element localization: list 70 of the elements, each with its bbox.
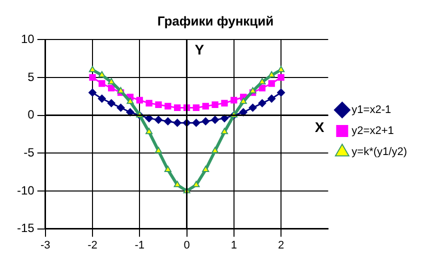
point: [174, 180, 181, 188]
point: [249, 87, 256, 94]
point: [98, 71, 106, 78]
point: [174, 104, 181, 112]
point: [192, 118, 200, 127]
point: [248, 104, 257, 112]
point: [117, 87, 124, 94]
point: [107, 99, 116, 108]
point: [164, 166, 172, 172]
point: [221, 100, 228, 106]
y-tick-label: -15: [17, 221, 35, 236]
point: [192, 180, 200, 188]
point: [192, 104, 200, 112]
y-tick-label: 0: [28, 108, 35, 122]
point: [258, 84, 266, 92]
x-tick-label: 2: [278, 239, 284, 252]
point: [164, 117, 172, 126]
point: [278, 66, 285, 72]
y-tick-label: -10: [17, 183, 35, 198]
point: [98, 94, 106, 103]
point: [136, 96, 143, 104]
y-axis-title: Y: [194, 41, 205, 58]
point: [277, 88, 286, 97]
point: [146, 100, 152, 106]
point: [116, 104, 125, 112]
x-tick-label: -1: [134, 239, 145, 252]
x-tick-label: 1: [230, 239, 237, 252]
point: [154, 116, 162, 124]
point: [146, 128, 153, 134]
point: [88, 66, 96, 72]
point: [268, 80, 275, 87]
point: [239, 108, 248, 116]
point: [212, 146, 219, 154]
point: [268, 71, 276, 78]
legend-label: y1=x2-1: [352, 104, 392, 116]
legend-label: y2=x2+1: [352, 125, 394, 138]
point: [98, 80, 106, 87]
point: [202, 166, 210, 172]
y-tick-label: 5: [28, 70, 35, 84]
x-tick-label: -3: [40, 239, 50, 252]
point: [202, 117, 210, 126]
point: [268, 94, 276, 103]
point: [212, 101, 218, 108]
point: [108, 78, 115, 84]
point: [258, 78, 266, 84]
point: [89, 74, 96, 81]
point: [230, 96, 238, 104]
point: [126, 108, 134, 116]
point: [88, 88, 96, 97]
point: [145, 114, 154, 122]
point: [108, 84, 115, 92]
point: [173, 118, 182, 127]
point: [258, 99, 266, 108]
y-tick-label: 10: [20, 32, 35, 46]
point: [240, 98, 247, 104]
y-tick-label: -5: [24, 145, 35, 160]
point: [154, 146, 162, 154]
point: [155, 101, 162, 108]
point: [278, 74, 284, 81]
point: [211, 116, 220, 124]
legend-label: y=k*(y1/y2): [352, 146, 408, 158]
point: [164, 102, 172, 110]
x-tick-label: 0: [184, 239, 190, 252]
x-axis-title: X: [314, 119, 325, 136]
point: [220, 128, 228, 134]
point: [202, 102, 209, 110]
x-tick-label: -2: [88, 239, 98, 252]
point: [126, 98, 134, 104]
chart-title: Графики функций: [157, 13, 274, 28]
point: [220, 114, 228, 122]
